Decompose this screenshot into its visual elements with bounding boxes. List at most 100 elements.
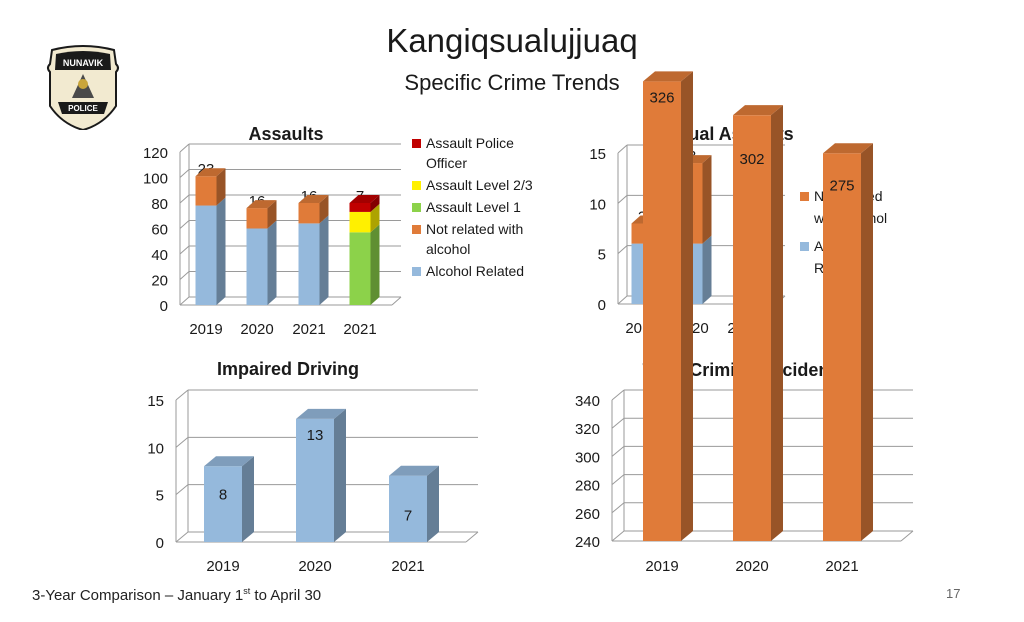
x-tick-label: 2021: [391, 558, 424, 575]
x-tick-label: 2020: [735, 558, 768, 575]
y-tick-label: 0: [160, 298, 168, 315]
bar-side: [370, 224, 380, 305]
bar-side: [319, 195, 329, 224]
x-tick-label: 2020: [240, 321, 273, 338]
x-tick-label: 2021: [292, 321, 325, 338]
y-tick-label: 15: [589, 146, 606, 163]
gridline-side: [611, 502, 625, 514]
legend-entry: Assault Level 2/3: [412, 177, 533, 193]
x-tick-label: 2021: [825, 558, 858, 575]
gridline-side: [611, 417, 625, 429]
gridline-side: [611, 474, 625, 485]
gridline-side: [179, 245, 190, 255]
x-tick-label: 2019: [645, 558, 678, 575]
y-tick-label: 15: [147, 393, 164, 410]
bar-front: [204, 466, 242, 542]
gridline-side: [179, 143, 190, 153]
bar-side: [267, 200, 277, 229]
gridline-side: [179, 296, 190, 306]
bar-top: [733, 105, 783, 116]
slide-title: Kangiqsualujjuaq: [386, 22, 638, 59]
gridline-side: [179, 220, 190, 229]
legend-swatch: [412, 225, 421, 234]
bar-side: [681, 71, 693, 541]
legend-swatch: [412, 267, 421, 276]
bar-top: [389, 465, 439, 476]
bar-front: [298, 203, 320, 224]
gridline-side: [617, 295, 628, 305]
chart-title: Assaults: [248, 124, 323, 144]
y-tick-label: 10: [589, 196, 606, 213]
bar-top: [823, 143, 873, 154]
y-tick-label: 20: [151, 273, 168, 290]
y-tick-label: 80: [151, 196, 168, 213]
chart-assaults: Assaults02040608010012078232019601620206…: [143, 124, 533, 338]
y-tick-label: 10: [147, 440, 164, 457]
bar-segment: 326: [643, 71, 693, 541]
gridline-side: [617, 245, 628, 255]
footer-text: 3-Year Comparison – January 1st to April…: [32, 586, 321, 604]
legend-swatch: [412, 181, 421, 190]
chart-legend: Assault Police Officer Assault Level 2/3 As…: [412, 135, 533, 279]
bar-top: [195, 168, 226, 177]
bar-side: [370, 203, 380, 233]
legend-label: Not related with alcohol: [426, 221, 523, 257]
y-tick-label: 60: [151, 222, 168, 239]
legend-label: Assault Level 1: [426, 199, 521, 215]
floor-edge: [391, 296, 402, 306]
legend-swatch: [800, 242, 809, 251]
gridline-side: [611, 446, 625, 457]
bar-segment: 78: [195, 191, 226, 305]
nunavik-police-badge-icon: NUNAVIK POLICE: [47, 45, 119, 130]
logo-bottom-text: POLICE: [68, 104, 98, 113]
y-tick-label: 340: [575, 393, 600, 410]
y-tick-label: 0: [598, 297, 606, 314]
bar-front: [195, 205, 217, 305]
page-number: 17: [946, 586, 961, 601]
gridline-side: [611, 389, 625, 401]
bar-segment: 275: [823, 143, 873, 541]
legend-label: Assault Level 2/3: [426, 177, 533, 193]
bar-segment: 8: [204, 456, 254, 542]
y-tick-label: 280: [575, 478, 600, 495]
x-tick-label: 2021: [343, 321, 376, 338]
bar-front: [296, 418, 334, 542]
bar-top: [296, 408, 346, 419]
bar-side: [216, 197, 226, 305]
x-tick-label: 2019: [206, 558, 239, 575]
bar-side: [334, 408, 346, 542]
y-tick-label: 120: [143, 145, 168, 162]
bar-top: [204, 456, 254, 467]
legend-swatch: [412, 139, 421, 148]
bar-front: [389, 475, 427, 542]
legend-swatch: [412, 203, 421, 212]
bar-side: [242, 456, 254, 542]
bar-side: [370, 195, 380, 212]
y-tick-label: 5: [598, 247, 606, 264]
legend-label: Assault Police Officer: [426, 135, 514, 171]
bar-front: [733, 115, 771, 542]
bar-side: [267, 220, 277, 305]
floor-edge: [465, 531, 479, 543]
chart-total-criminal-incidents: Total Criminal Incidents2402602803003203…: [575, 71, 914, 575]
bar-front: [298, 223, 320, 305]
x-tick-label: 2020: [298, 558, 331, 575]
bar-front: [349, 211, 371, 233]
slide-subtitle: Specific Crime Trends: [404, 70, 620, 95]
bar-segment: 23: [195, 161, 226, 206]
footer-text-post: to April 30: [250, 587, 322, 604]
y-tick-label: 320: [575, 421, 600, 438]
bar-segment: 13: [296, 408, 346, 542]
y-tick-label: 300: [575, 449, 600, 466]
chart-impaired-driving: Impaired Driving 0 5 10 15 8 2019 13 2020 7 2021: [147, 359, 479, 575]
bar-front: [246, 208, 268, 229]
bar-side: [702, 155, 712, 244]
bar-top: [349, 195, 380, 203]
gridline-side: [179, 271, 190, 280]
bar-segment: 16: [246, 193, 277, 229]
legend-label: Alcohol Related: [426, 263, 524, 279]
bar-top: [246, 200, 277, 209]
data-label: 326: [649, 89, 674, 106]
x-tick-label: 2019: [189, 321, 222, 338]
